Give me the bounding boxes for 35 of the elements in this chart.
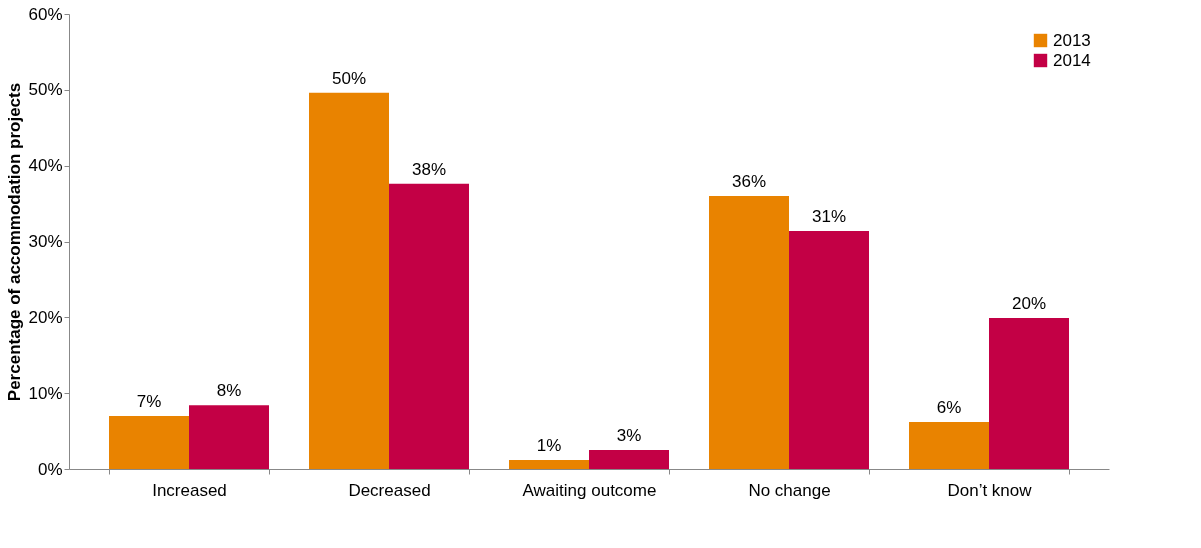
bar <box>589 450 669 469</box>
data-label: 3% <box>616 426 642 446</box>
legend-label: 2013 <box>1053 30 1091 50</box>
bar <box>909 421 989 469</box>
data-label: 38% <box>411 159 447 179</box>
data-label: 20% <box>1011 294 1047 314</box>
data-label: 1% <box>536 435 562 455</box>
data-label: 31% <box>811 206 847 226</box>
x-tick-label: Don’t know <box>947 480 1033 500</box>
data-label: 8% <box>216 381 242 401</box>
bar <box>309 92 389 469</box>
bar <box>709 196 789 469</box>
legend-label: 2014 <box>1053 50 1091 70</box>
bar <box>389 183 469 469</box>
data-label: 7% <box>136 391 162 411</box>
y-tick-label: 60% <box>28 4 63 24</box>
data-label: 6% <box>936 397 962 417</box>
data-label: 36% <box>731 172 767 191</box>
y-axis-title: Percentage of accommodation projects <box>5 82 25 402</box>
y-tick-label: 50% <box>28 80 63 100</box>
y-tick-label: 40% <box>28 156 63 176</box>
y-tick-label: 0% <box>37 459 63 479</box>
data-label: 50% <box>331 68 367 88</box>
bar <box>789 230 869 469</box>
bar <box>109 415 189 469</box>
bar <box>509 459 589 469</box>
x-tick-label: Decreased <box>348 480 431 500</box>
bar <box>989 318 1069 469</box>
bar <box>189 405 269 469</box>
y-tick-label: 20% <box>28 307 63 327</box>
x-tick-label: Increased <box>152 480 227 500</box>
x-tick-label: No change <box>748 480 831 500</box>
y-tick-label: 30% <box>28 232 63 251</box>
x-tick-label: Awaiting outcome <box>522 480 657 500</box>
y-tick-label: 10% <box>28 383 63 403</box>
